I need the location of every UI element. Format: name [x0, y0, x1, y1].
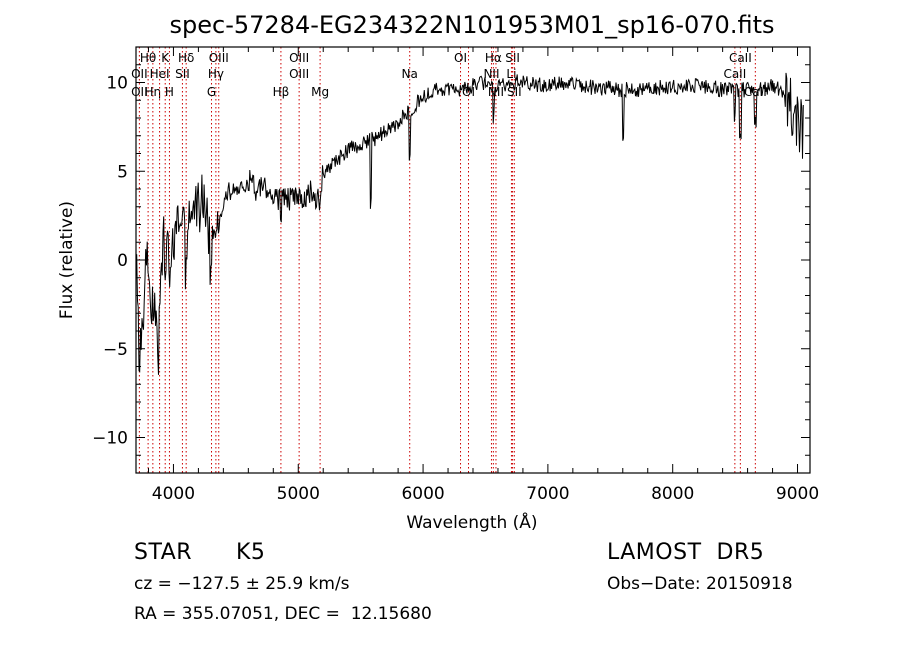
spectrum-line — [135, 72, 804, 375]
coordinates: RA = 355.07051, DEC = 12.15680 — [134, 604, 432, 624]
x-tick-label: 7000 — [526, 484, 569, 504]
y-axis-label: Flux (relative) — [57, 201, 77, 319]
line-marker-label: Hη — [145, 85, 162, 99]
line-marker-label: OIII — [289, 51, 309, 65]
line-marker-label: Hα — [485, 51, 502, 65]
line-marker-label: H — [165, 85, 174, 99]
x-tick-label: 4000 — [152, 484, 195, 504]
line-marker-label: OIII — [209, 51, 229, 65]
chart-title: spec-57284-EG234322N101953M01_sp16-070.f… — [170, 11, 775, 39]
line-marker-label: Hθ — [140, 51, 156, 65]
x-axis-label: Wavelength (Å) — [406, 511, 537, 533]
line-marker-label: Hγ — [208, 67, 224, 81]
line-marker-label: G — [207, 85, 216, 99]
axis-ticks: 4000 5000 6000 7000 8000 9000 −10 −5 0 5 10 — [92, 46, 819, 504]
line-marker-label: HeI — [150, 67, 170, 81]
x-tick-label: 5000 — [277, 484, 320, 504]
line-marker-label: Hδ — [178, 51, 194, 65]
line-marker-label: SII — [175, 67, 190, 81]
line-marker-label: K — [161, 51, 170, 65]
line-marker-label: Mg — [311, 85, 329, 99]
line-marker-label: OII — [131, 67, 148, 81]
line-marker-label: CaII — [729, 51, 752, 65]
line-marker-label: OII — [131, 85, 148, 99]
plot-frame — [135, 46, 811, 474]
x-tick-label: 8000 — [651, 484, 694, 504]
y-tick-label: −5 — [103, 340, 128, 360]
y-tick-label: 0 — [117, 251, 128, 271]
line-marker-label: OI — [454, 51, 467, 65]
y-tick-label: 10 — [106, 74, 128, 94]
line-marker-label: Na — [402, 67, 418, 81]
observation-date: Obs−Date: 20150918 — [607, 574, 793, 594]
line-marker-label: NII — [483, 67, 499, 81]
survey-name: LAMOST DR5 — [607, 540, 765, 565]
spectrum-series — [135, 72, 804, 375]
y-tick-label: 5 — [117, 162, 128, 182]
object-class: STAR — [134, 540, 193, 565]
line-marker-label: CaII — [723, 67, 746, 81]
object-subclass: K5 — [236, 540, 266, 565]
x-tick-label: 6000 — [401, 484, 444, 504]
y-tick-label: −10 — [92, 429, 128, 449]
x-tick-label: 9000 — [776, 484, 819, 504]
line-marker-label: Hβ — [273, 85, 290, 99]
line-marker-label: SII — [507, 85, 522, 99]
line-marker-label: OIII — [289, 67, 309, 81]
line-marker-label: SII — [505, 51, 520, 65]
line-marker-label: Li — [506, 67, 516, 81]
radial-velocity: cz = −127.5 ± 25.9 km/s — [134, 574, 350, 594]
